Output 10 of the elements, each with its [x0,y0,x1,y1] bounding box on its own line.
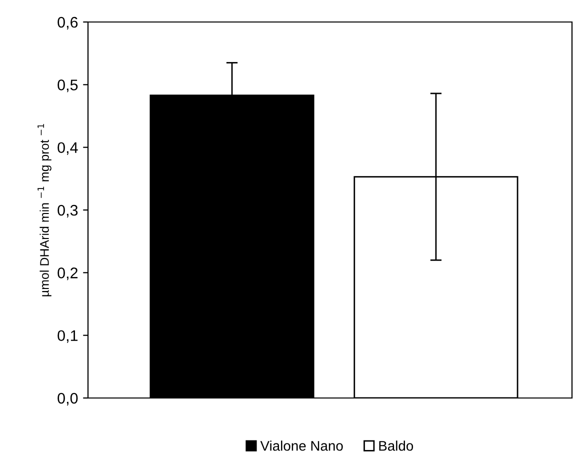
legend-label: Vialone Nano [260,440,343,451]
y-tick-label: 0,1 [58,330,78,343]
legend-label: Baldo [379,440,414,451]
y-tick-label: 0,3 [58,204,78,218]
y-tick-label: 0,4 [58,142,78,155]
y-tick-label: 0,6 [58,16,78,30]
y-axis-title: µmol DHArid min $^{−1}$ mg prot $^{−1}$ [38,124,52,296]
y-tick-label: 0,5 [58,80,78,92]
y-tick-label: 0,0 [58,392,78,406]
y-tick-label: 0,2 [58,268,78,280]
